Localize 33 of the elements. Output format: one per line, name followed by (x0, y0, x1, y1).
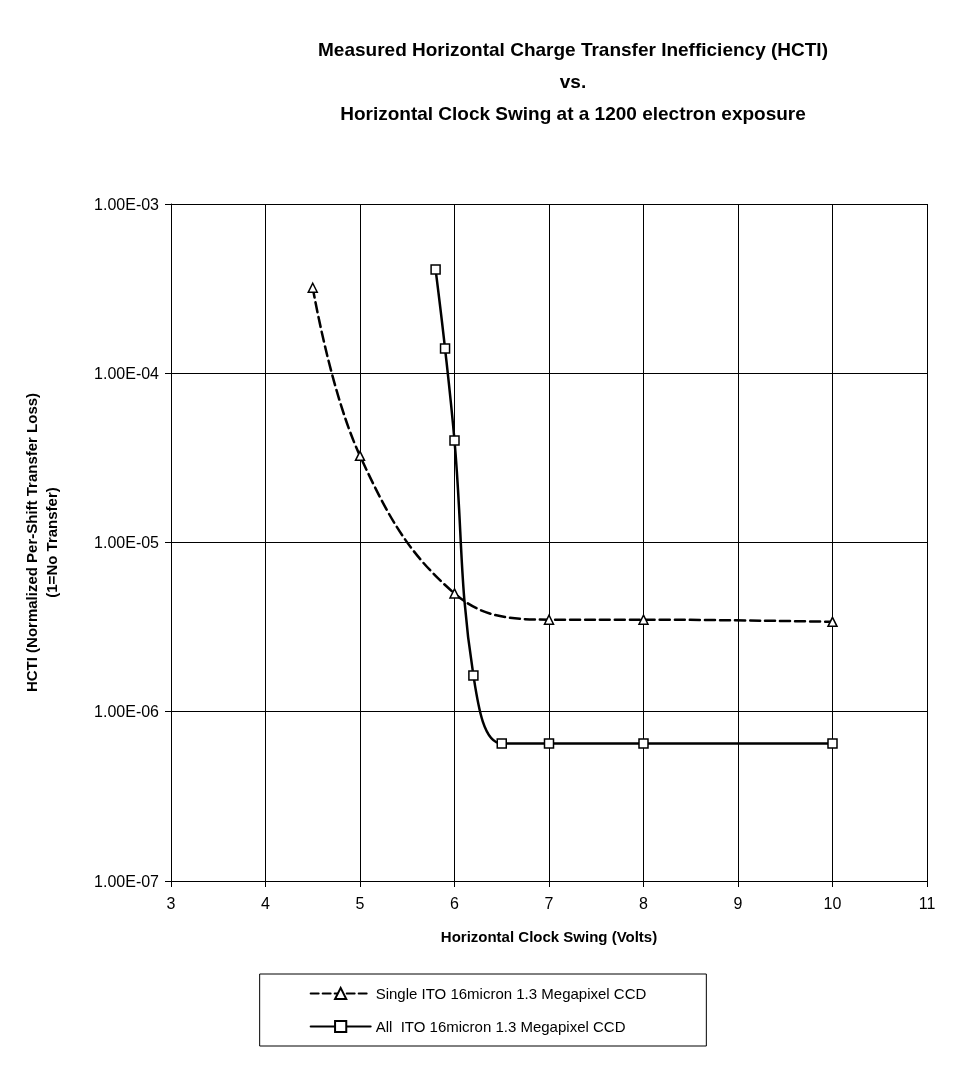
x-tick-label: 9 (733, 894, 743, 912)
y-tick-label: 1.00E-07 (94, 872, 160, 890)
point (354, 450, 366, 462)
point (827, 616, 838, 628)
legend-label: Single ITO 16micron 1.3 Megapixel CCD (375, 985, 647, 1002)
x-tick-label: 6 (450, 894, 460, 912)
point (543, 738, 555, 749)
point (638, 614, 649, 625)
point (430, 264, 441, 275)
point (439, 343, 451, 354)
point (307, 282, 318, 293)
x-tick-label: 8 (639, 894, 649, 912)
x-tick-label: 5 (355, 894, 365, 912)
y-tick-label: 1.00E-03 (94, 195, 160, 213)
x-tick-label: 11 (918, 894, 936, 912)
x-axis-title: Horizontal Clock Swing (Volts) (440, 928, 658, 945)
point (468, 670, 479, 681)
x-tick-label: 4 (261, 894, 271, 912)
point (496, 738, 507, 749)
x-tick-label: 3 (166, 894, 176, 912)
point (543, 614, 555, 625)
x-tick-label: 10 (823, 894, 842, 912)
point (449, 588, 460, 599)
y-tick-label: 1.00E-04 (94, 364, 160, 382)
legend-label: All ITO 16micron 1.3 Megapixel CCD (375, 1018, 626, 1035)
point (638, 738, 649, 749)
chart-title: Measured Horizontal Charge Transfer Inefficiency (HCTI) vs. Horizontal Clock Swing at a 1200 electron exposure (318, 38, 828, 124)
point (827, 738, 838, 749)
x-tick-label: 7 (544, 894, 554, 912)
y-tick-label: 1.00E-05 (94, 534, 160, 551)
y-tick-label: 1.00E-06 (94, 703, 160, 721)
y-axis-title: HCTI (Normalized Per-Shift Transfer Loss) (1=No Transfer) (22, 392, 60, 693)
point (449, 435, 460, 446)
